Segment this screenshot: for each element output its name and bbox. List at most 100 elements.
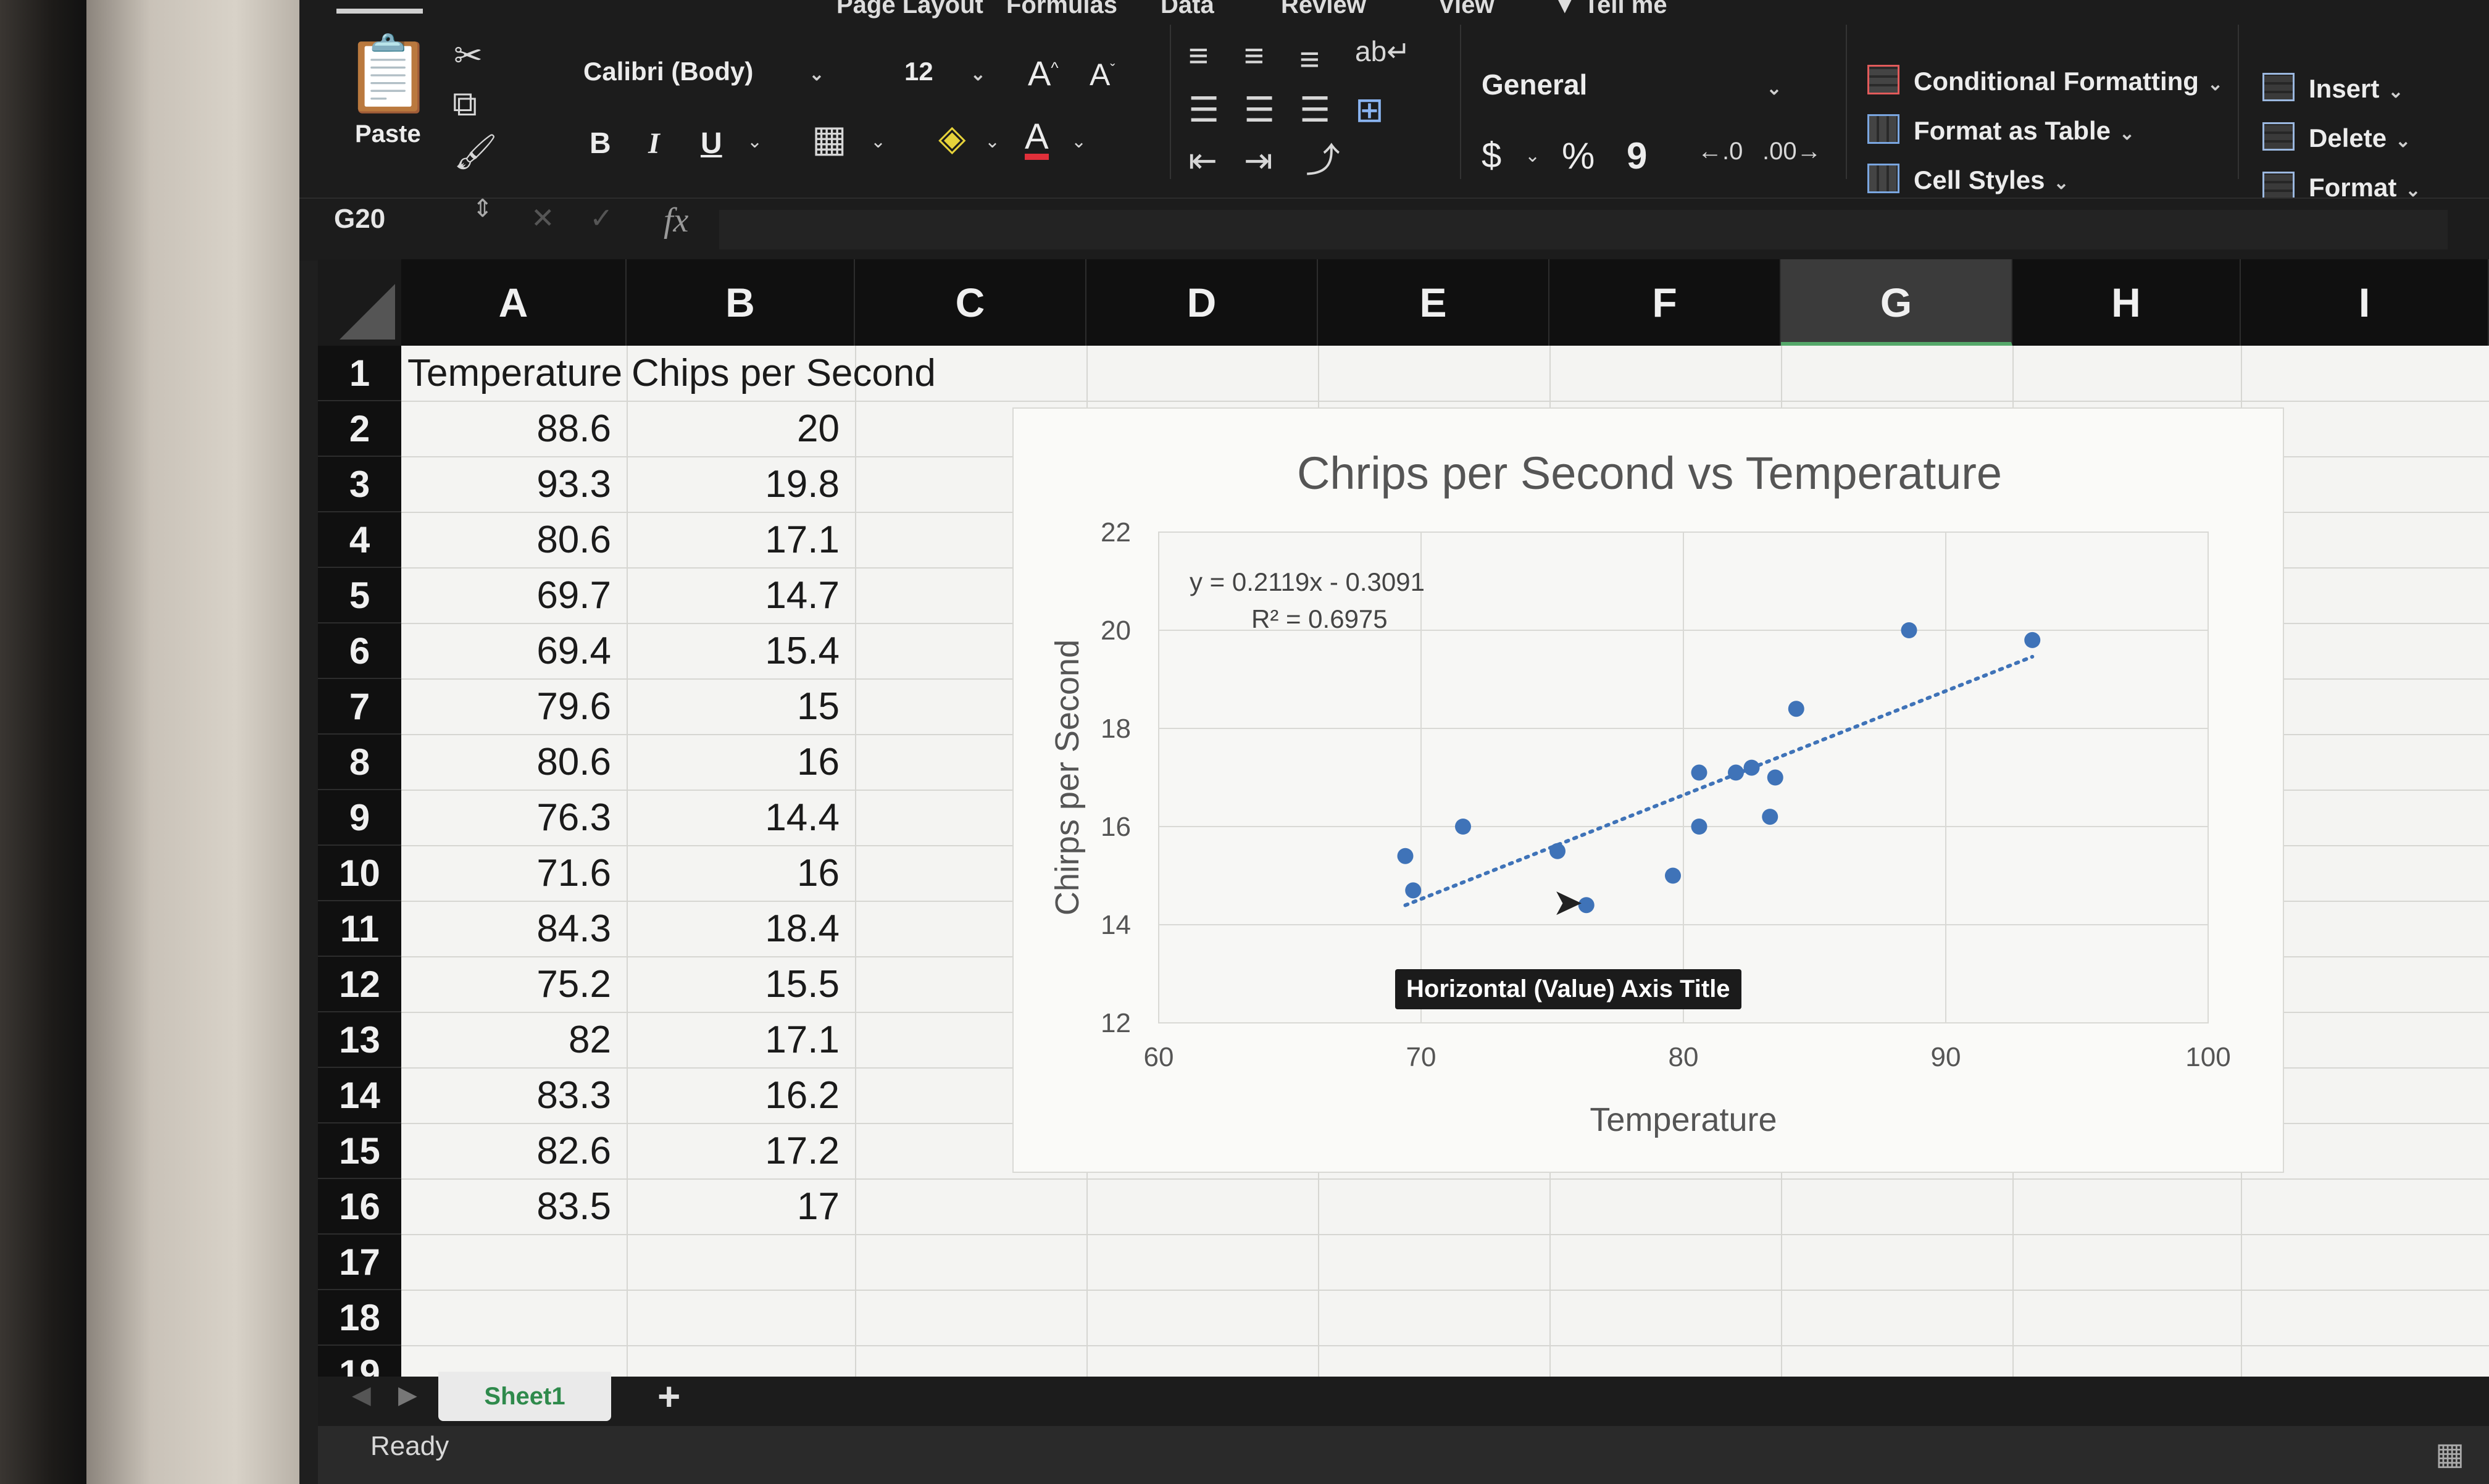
row-header-5[interactable]: 5 [318, 568, 401, 623]
cell-b2[interactable]: 20 [797, 407, 840, 450]
fill-color-icon[interactable]: ◈ [938, 118, 966, 158]
paste-label[interactable]: Paste [355, 120, 421, 148]
cell-a14[interactable]: 83.3 [536, 1074, 611, 1117]
column-header-i[interactable]: I [2241, 259, 2489, 346]
row-header-14[interactable]: 14 [318, 1068, 401, 1123]
row-header-13[interactable]: 13 [318, 1012, 401, 1068]
chevron-down-icon[interactable]: ⌄ [1071, 131, 1087, 152]
format-painter-icon[interactable]: 🖌 [454, 132, 498, 171]
cell-b15[interactable]: 17.2 [765, 1130, 840, 1172]
row-header-9[interactable]: 9 [318, 790, 401, 846]
column-header-f[interactable]: F [1549, 259, 1781, 346]
comma-style-button[interactable]: 9 [1627, 135, 1648, 177]
tab-page-layout[interactable]: Page Layout [836, 0, 983, 19]
chevron-down-icon[interactable]: ⌄ [985, 131, 1001, 152]
cell-b3[interactable]: 19.8 [765, 463, 840, 506]
cell-b16[interactable]: 17 [797, 1185, 840, 1228]
borders-icon[interactable]: ▦ [812, 118, 847, 159]
row-header-11[interactable]: 11 [318, 901, 401, 957]
chevron-down-icon[interactable]: ⌄ [747, 131, 763, 152]
cell-b14[interactable]: 16.2 [765, 1074, 840, 1117]
paste-icon[interactable]: 📋 [343, 33, 435, 115]
conditional-formatting-button[interactable]: Conditional Formatting ⌄ [1914, 67, 2223, 96]
cancel-icon[interactable]: ✕ [531, 202, 555, 234]
increase-indent-icon[interactable]: ⇥ [1244, 141, 1273, 180]
cell-b5[interactable]: 14.7 [765, 574, 840, 617]
cell-b12[interactable]: 15.5 [765, 963, 840, 1006]
font-color-icon[interactable]: A [1025, 119, 1049, 160]
cell-a5[interactable]: 69.7 [536, 574, 611, 617]
bold-button[interactable]: B [590, 127, 611, 160]
increase-decimal-icon[interactable]: ←.0 [1698, 138, 1743, 165]
align-bottom-icon[interactable]: ≡ [1299, 40, 1320, 78]
cell-b13[interactable]: 17.1 [765, 1019, 840, 1061]
increase-font-icon[interactable]: A^ [1028, 54, 1059, 93]
column-header-c[interactable]: C [855, 259, 1086, 346]
tab-view[interactable]: View [1438, 0, 1495, 19]
add-sheet-button[interactable]: + [657, 1374, 681, 1419]
cell-a3[interactable]: 93.3 [536, 463, 611, 506]
cell-b6[interactable]: 15.4 [765, 630, 840, 672]
row-header-16[interactable]: 16 [318, 1179, 401, 1235]
wrap-text-icon[interactable]: ab↵ [1355, 35, 1411, 67]
cell-styles-button[interactable]: Cell Styles ⌄ [1914, 165, 2069, 195]
cell-b4[interactable]: 17.1 [765, 519, 840, 561]
format-as-table-button[interactable]: Format as Table ⌄ [1914, 116, 2135, 146]
underline-button[interactable]: U [701, 127, 722, 160]
sheet-tab-sheet1[interactable]: Sheet1 [438, 1372, 611, 1421]
cell-b7[interactable]: 15 [797, 685, 840, 728]
row-header-2[interactable]: 2 [318, 401, 401, 457]
cell-a2[interactable]: 88.6 [536, 407, 611, 450]
cell-b11[interactable]: 18.4 [765, 907, 840, 950]
row-header-19[interactable]: 19 [318, 1346, 401, 1377]
cell-b10[interactable]: 16 [797, 852, 840, 894]
row-header-3[interactable]: 3 [318, 457, 401, 512]
cut-icon[interactable]: ✂ [454, 36, 483, 75]
insert-function-button[interactable]: fx [664, 201, 689, 240]
column-header-e[interactable]: E [1318, 259, 1549, 346]
name-box[interactable]: G20 [334, 204, 386, 234]
cell-a9[interactable]: 76.3 [536, 796, 611, 839]
row-header-10[interactable]: 10 [318, 846, 401, 901]
currency-button[interactable]: $ [1482, 135, 1502, 175]
align-top-icon[interactable]: ≡ [1188, 36, 1209, 75]
insert-button[interactable]: Insert ⌄ [2309, 74, 2404, 104]
orientation-icon[interactable]: ⤴ [1306, 141, 1340, 180]
tab-review[interactable]: Review [1281, 0, 1366, 19]
italic-button[interactable]: I [648, 127, 660, 160]
column-header-b[interactable]: B [627, 259, 855, 346]
tab-data[interactable]: Data [1161, 0, 1214, 19]
scroll-left-icon[interactable]: ◀ [352, 1382, 371, 1409]
row-header-12[interactable]: 12 [318, 957, 401, 1012]
cell-a13[interactable]: 82 [569, 1019, 611, 1061]
delete-button[interactable]: Delete ⌄ [2309, 123, 2411, 153]
cell-a8[interactable]: 80.6 [536, 741, 611, 783]
decrease-decimal-icon[interactable]: .00→ [1762, 138, 1822, 165]
align-center-icon[interactable]: ☰ [1244, 90, 1275, 129]
cell-a1-header[interactable]: Temperature [407, 352, 623, 394]
cell-a7[interactable]: 79.6 [536, 685, 611, 728]
percent-button[interactable]: % [1562, 135, 1595, 177]
row-header-1[interactable]: 1 [318, 346, 401, 401]
column-header-d[interactable]: D [1086, 259, 1318, 346]
cell-b8[interactable]: 16 [797, 741, 840, 783]
row-header-17[interactable]: 17 [318, 1235, 401, 1290]
select-all-button[interactable] [318, 259, 401, 346]
cell-a15[interactable]: 82.6 [536, 1130, 611, 1172]
chevron-down-icon[interactable]: ⌄ [870, 131, 886, 152]
chevron-down-icon[interactable]: ⌄ [1525, 146, 1541, 166]
cell-a11[interactable]: 84.3 [536, 907, 611, 950]
decrease-indent-icon[interactable]: ⇤ [1188, 141, 1217, 180]
normal-view-icon[interactable]: ▦ [2435, 1436, 2465, 1471]
row-header-15[interactable]: 15 [318, 1123, 401, 1179]
cell-a12[interactable]: 75.2 [536, 963, 611, 1006]
column-header-h[interactable]: H [2012, 259, 2241, 346]
copy-icon[interactable]: ⧉ [452, 84, 477, 123]
cell-a10[interactable]: 71.6 [536, 852, 611, 894]
row-header-18[interactable]: 18 [318, 1290, 401, 1346]
row-header-8[interactable]: 8 [318, 735, 401, 790]
row-header-6[interactable]: 6 [318, 623, 401, 679]
number-format-select[interactable]: General ⌄ [1482, 68, 1782, 101]
tab-tell-me[interactable]: ▼ Tell me [1553, 0, 1667, 19]
cell-b9[interactable]: 14.4 [765, 796, 840, 839]
